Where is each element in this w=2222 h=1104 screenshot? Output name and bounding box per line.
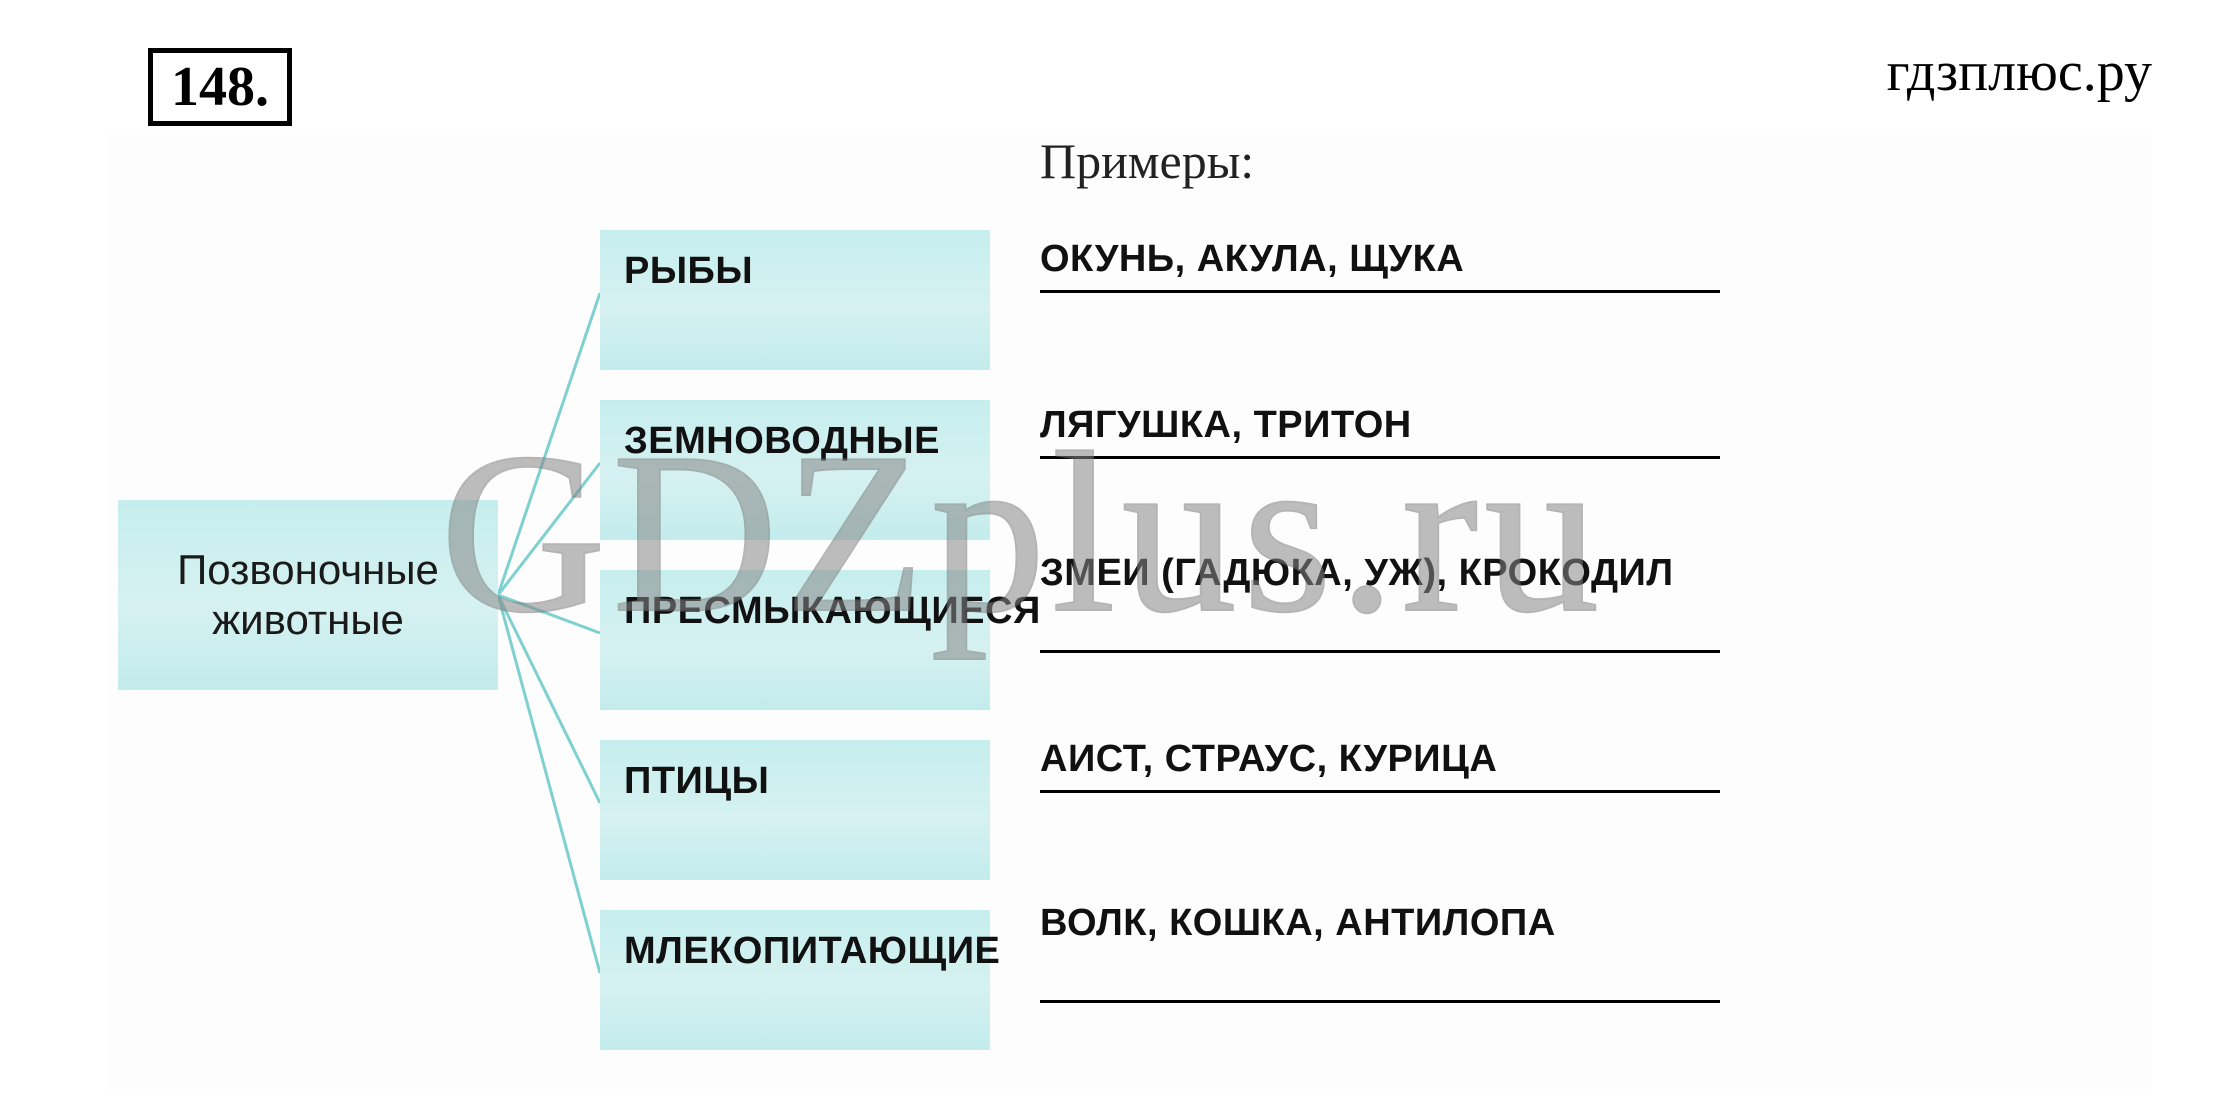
- child-label: ПРЕСМЫКАЮЩИЕСЯ: [624, 590, 1041, 633]
- example-underline: [1040, 290, 1720, 293]
- child-label: ЗЕМНОВОДНЫЕ: [624, 420, 940, 463]
- child-label: РЫБЫ: [624, 250, 753, 293]
- example-text: ЛЯГУШКА, ТРИТОН: [1040, 404, 1720, 448]
- example-underline: [1040, 1000, 1720, 1003]
- example-text: АИСТ, СТРАУС, КУРИЦА: [1040, 738, 1720, 782]
- examples-header: Примеры:: [1040, 132, 1254, 190]
- child-label: ПТИЦЫ: [624, 760, 769, 803]
- child-label: МЛЕКОПИТАЮЩИЕ: [624, 930, 1000, 973]
- site-label: гдзплюс.ру: [1887, 40, 2152, 104]
- example-text: ВОЛК, КОШКА, АНТИЛОПА: [1040, 902, 1720, 946]
- child-node: ЗЕМНОВОДНЫЕ: [600, 400, 990, 540]
- example-underline: [1040, 790, 1720, 793]
- root-label: Позвоночныеживотные: [177, 545, 439, 646]
- child-node: ПТИЦЫ: [600, 740, 990, 880]
- child-node: РЫБЫ: [600, 230, 990, 370]
- page-number: 148.: [171, 56, 269, 118]
- example-text: ОКУНЬ, АКУЛА, ЩУКА: [1040, 238, 1720, 282]
- child-node: ПРЕСМЫКАЮЩИЕСЯ: [600, 570, 990, 710]
- example-underline: [1040, 650, 1720, 653]
- example-underline: [1040, 456, 1720, 459]
- root-node: Позвоночныеживотные: [118, 500, 498, 690]
- vertebrates-tree-diagram: Позвоночныеживотные Примеры: РЫБЫ ОКУНЬ, …: [110, 130, 2152, 1094]
- page-number-box: 148.: [148, 48, 292, 126]
- example-text: ЗМЕИ (ГАДЮКА, УЖ), КРОКОДИЛ: [1040, 552, 1720, 596]
- child-node: МЛЕКОПИТАЮЩИЕ: [600, 910, 990, 1050]
